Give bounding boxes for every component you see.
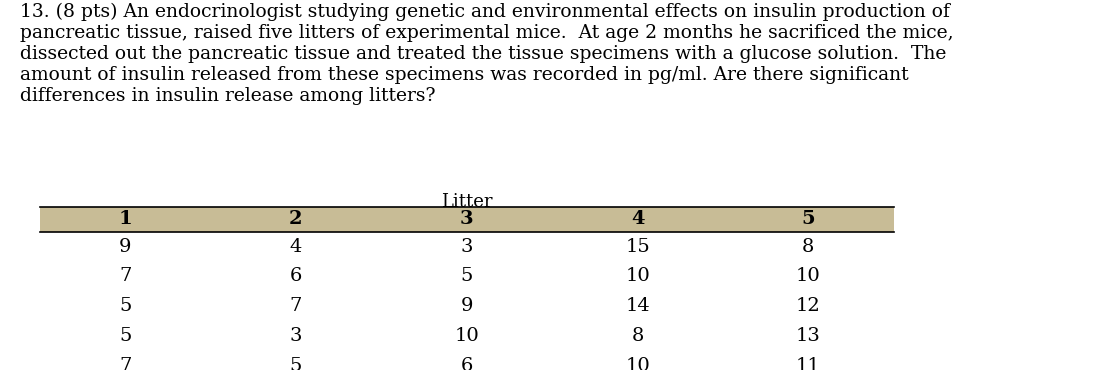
Text: 11: 11 [796,357,820,370]
Text: 4: 4 [631,210,644,228]
Text: 8: 8 [632,327,644,345]
Text: 8: 8 [803,238,815,256]
Text: 6: 6 [290,268,302,286]
Text: 10: 10 [796,268,820,286]
Text: 5: 5 [119,327,131,345]
Text: 3: 3 [461,238,473,256]
Text: Litter: Litter [441,193,493,211]
Text: 10: 10 [625,357,650,370]
Text: 5: 5 [802,210,815,228]
Text: 5: 5 [290,357,302,370]
Text: 13. (8 pts) An endocrinologist studying genetic and environmental effects on ins: 13. (8 pts) An endocrinologist studying … [20,3,954,105]
Text: 7: 7 [119,268,131,286]
Text: 10: 10 [625,268,650,286]
Text: 12: 12 [796,297,820,315]
Text: 4: 4 [290,238,302,256]
Text: 7: 7 [119,357,131,370]
Text: 1: 1 [118,210,132,228]
Text: 13: 13 [796,327,821,345]
Text: 3: 3 [460,210,473,228]
Text: 9: 9 [119,238,131,256]
Text: 6: 6 [461,357,473,370]
Text: 5: 5 [461,268,473,286]
Text: 3: 3 [290,327,302,345]
Text: 9: 9 [461,297,473,315]
Bar [39,207,894,232]
Text: 14: 14 [625,297,650,315]
Text: 10: 10 [454,327,480,345]
Text: 7: 7 [290,297,302,315]
Text: 2: 2 [289,210,302,228]
Text: 5: 5 [119,297,131,315]
Text: 15: 15 [625,238,650,256]
